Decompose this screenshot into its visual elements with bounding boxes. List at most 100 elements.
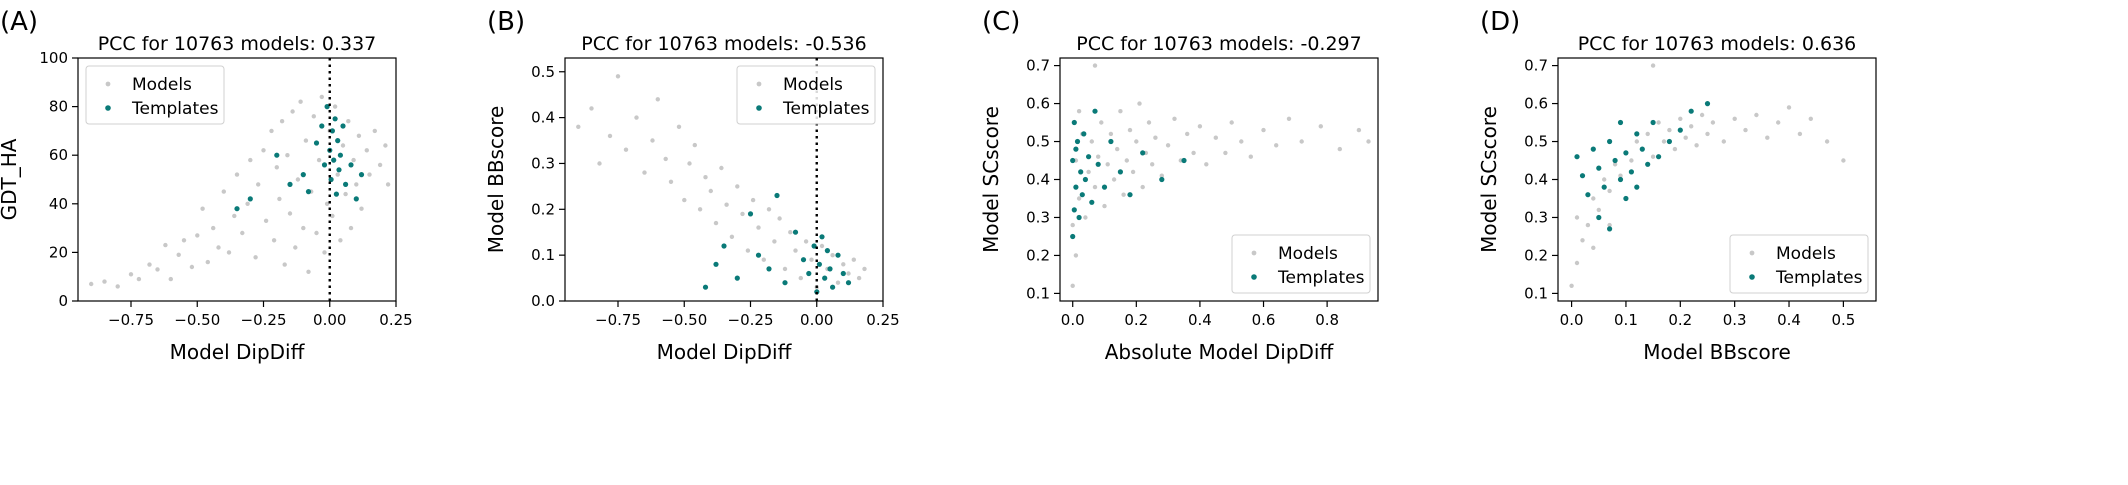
y-tick-label: 0.3: [1026, 208, 1050, 226]
y-tick-label: 0.2: [1026, 246, 1050, 264]
y-tick-label: 20: [49, 243, 68, 261]
model-point: [279, 119, 285, 124]
model-point: [346, 119, 351, 124]
model-point: [782, 266, 788, 272]
template-point: [348, 162, 354, 168]
model-point: [1721, 139, 1727, 144]
model-point: [1765, 135, 1770, 140]
template-point: [1071, 119, 1077, 126]
model-point: [1127, 127, 1133, 133]
template-point: [1082, 176, 1088, 183]
template-point: [1070, 233, 1076, 240]
model-point: [862, 266, 867, 272]
template-point: [321, 162, 328, 168]
model-point: [676, 124, 682, 129]
x-tick-label: 0.4: [1188, 311, 1212, 329]
model-point: [589, 106, 594, 111]
template-point: [1612, 157, 1618, 164]
x-tick-label: 0.6: [1252, 311, 1276, 329]
y-tick-label: 40: [49, 195, 68, 213]
model-point: [261, 148, 266, 153]
template-point: [305, 189, 312, 195]
model-point: [163, 242, 168, 248]
template-point: [1081, 131, 1087, 137]
model-point: [1102, 203, 1107, 209]
model-point: [756, 225, 761, 230]
template-point: [1639, 146, 1645, 152]
model-point: [1070, 283, 1075, 288]
model-point: [623, 147, 629, 152]
model-point: [316, 157, 322, 163]
x-axis-label: Absolute Model DipDiff: [1105, 340, 1335, 364]
panel-label: (D): [1480, 7, 1520, 37]
template-point: [1073, 184, 1079, 190]
model-point: [724, 202, 729, 207]
legend-label: Models: [783, 75, 843, 95]
template-point: [1092, 108, 1098, 114]
y-tick-label: 0.5: [531, 63, 555, 81]
template-point: [1645, 161, 1651, 167]
model-point: [1150, 162, 1155, 167]
template-point: [814, 289, 820, 295]
y-tick-label: 0.4: [531, 109, 555, 127]
model-point: [1808, 116, 1814, 122]
x-tick-label: −0.25: [241, 311, 287, 329]
chart-title: PCC for 10763 models: 0.337: [98, 33, 377, 55]
model-point: [1699, 112, 1705, 118]
template-point: [806, 270, 812, 277]
model-point: [322, 250, 327, 255]
model-point: [745, 248, 751, 253]
model-point: [211, 225, 216, 231]
model-point: [226, 250, 232, 255]
model-point: [772, 239, 777, 244]
model-point: [841, 262, 846, 267]
template-point: [792, 229, 799, 235]
model-point: [692, 142, 697, 148]
template-point: [819, 234, 825, 240]
model-point: [385, 182, 391, 187]
model-point: [1115, 146, 1120, 152]
model-point: [1111, 177, 1117, 182]
template-point: [1634, 131, 1640, 137]
x-tick-label: 0.25: [379, 311, 412, 329]
template-point: [1140, 150, 1146, 156]
model-point: [216, 245, 221, 250]
y-tick-label: 0.4: [1524, 171, 1548, 189]
model-point: [1223, 150, 1228, 156]
model-point: [1096, 154, 1101, 159]
model-point: [1667, 127, 1672, 133]
template-point: [274, 152, 280, 158]
template-point: [782, 280, 788, 286]
template-point: [329, 128, 335, 134]
model-point: [1153, 135, 1158, 140]
y-tick-label: 0.5: [1524, 133, 1548, 151]
template-point: [827, 266, 833, 272]
model-point: [245, 201, 250, 206]
model-point: [1672, 146, 1678, 152]
model-point: [1261, 127, 1266, 133]
model-point: [1705, 131, 1710, 137]
model-point: [253, 255, 258, 260]
model-point: [181, 238, 187, 243]
template-point: [1101, 184, 1108, 190]
model-point: [1678, 116, 1683, 122]
y-tick-label: 0.7: [1524, 57, 1548, 75]
x-tick-label: 0.2: [1668, 311, 1692, 329]
model-point: [761, 257, 766, 262]
legend-label: Templates: [782, 99, 870, 119]
model-point: [115, 284, 120, 289]
model-point: [1239, 139, 1244, 144]
model-point: [290, 109, 295, 114]
template-point: [1078, 169, 1084, 175]
model-point: [351, 157, 356, 163]
x-tick-label: 0.5: [1831, 311, 1855, 329]
panel-label: (A): [0, 7, 38, 37]
model-point: [1137, 101, 1142, 106]
template-point: [1095, 161, 1101, 167]
model-point: [687, 161, 692, 166]
template-point: [328, 176, 334, 183]
model-point: [330, 213, 335, 219]
legend: Models Templates: [736, 65, 876, 125]
model-point: [851, 257, 856, 262]
y-tick-label: 0.3: [1524, 208, 1548, 226]
